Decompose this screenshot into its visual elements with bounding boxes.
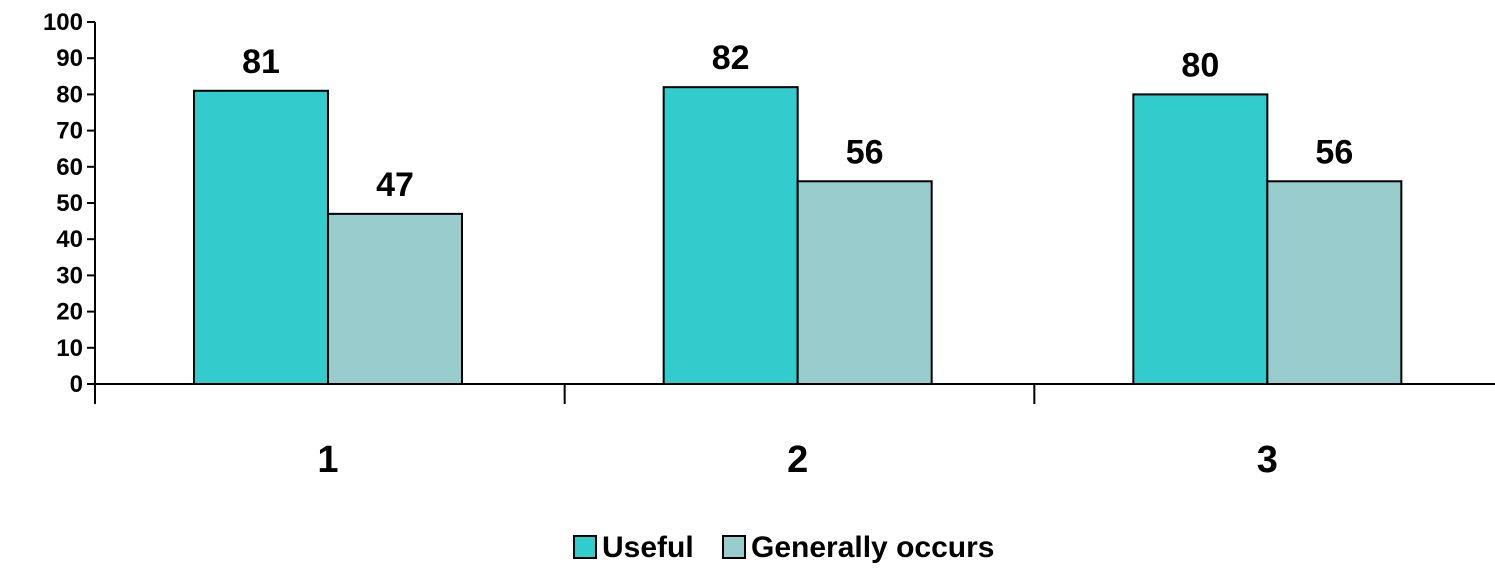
y-tick-label: 50 <box>56 190 83 217</box>
data-label: 81 <box>242 43 280 81</box>
bar-groups: 81 47 82 56 80 56 <box>193 39 1403 386</box>
y-tick-label: 20 <box>56 299 83 326</box>
data-label: 47 <box>376 166 414 204</box>
data-label: 82 <box>712 39 750 77</box>
y-tick-label: 80 <box>56 81 83 108</box>
y-tick-label: 70 <box>56 118 83 145</box>
data-label: 56 <box>1315 133 1353 171</box>
y-tick-label: 10 <box>56 335 83 362</box>
bar-generally-occurs-3 <box>1266 180 1403 385</box>
y-tick-label: 100 <box>43 9 83 36</box>
data-label: 56 <box>846 133 884 171</box>
y-tick-label: 30 <box>56 262 83 289</box>
y-tick-label: 0 <box>70 371 83 398</box>
legend-label: Useful <box>602 531 694 564</box>
y-tick-label: 60 <box>56 154 83 181</box>
legend-swatch <box>722 535 746 559</box>
bar-useful-3 <box>1132 93 1269 386</box>
bar-useful-1 <box>193 89 329 385</box>
bar-generally-occurs-1 <box>327 212 463 385</box>
x-axis-labels: 1 2 3 <box>317 439 1277 481</box>
data-label: 80 <box>1181 46 1219 84</box>
y-axis-ticks: 0 10 20 30 40 50 60 70 80 90 100 <box>43 9 95 398</box>
x-category-label: 3 <box>1257 439 1278 481</box>
axes <box>94 22 1495 404</box>
bar-useful-2 <box>662 86 799 385</box>
legend-swatch <box>573 535 597 559</box>
legend: Useful Generally occurs <box>573 531 994 564</box>
x-category-label: 1 <box>317 439 338 481</box>
legend-label: Generally occurs <box>751 531 994 564</box>
y-tick-label: 40 <box>56 226 83 253</box>
x-category-label: 2 <box>787 439 808 481</box>
y-tick-label: 90 <box>56 45 83 72</box>
bar-generally-occurs-2 <box>796 180 933 385</box>
